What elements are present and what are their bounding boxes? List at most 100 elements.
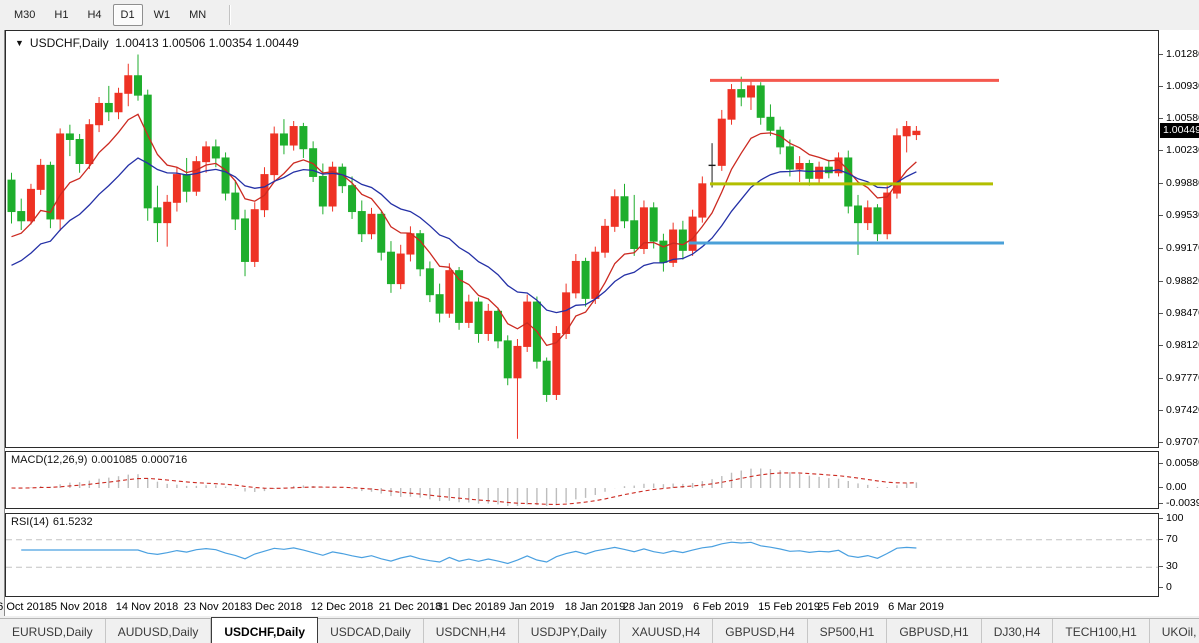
price-axis-label: 1.00930 — [1166, 80, 1199, 92]
macd-axis-label: -0.003945 — [1166, 497, 1199, 509]
macd-canvas[interactable] — [6, 452, 1158, 508]
macd-signal-value: 0.000716 — [141, 454, 188, 466]
chart-title-symbol: USDCHF,Daily — [29, 36, 109, 50]
chart-window: ▼ USDCHF,Daily 1.00413 1.00506 1.00354 1.… — [0, 30, 1199, 616]
date-axis-label: 21 Dec 2018 — [378, 601, 442, 613]
axis-tick — [1159, 345, 1163, 346]
axis-tick — [1159, 54, 1163, 55]
date-axis-label: 25 Feb 2019 — [817, 601, 879, 613]
date-axis-label: 12 Dec 2018 — [310, 601, 374, 613]
tab-usdcad-daily[interactable]: USDCAD,Daily — [318, 619, 424, 643]
date-axis-label: 6 Feb 2019 — [693, 601, 749, 613]
tab-usdcnh-h4[interactable]: USDCNH,H4 — [424, 619, 519, 643]
axis-tick — [1159, 487, 1163, 488]
timeframe-button-w1[interactable]: W1 — [153, 8, 171, 21]
tab-dj30-h4[interactable]: DJ30,H4 — [982, 619, 1054, 643]
rsi-canvas[interactable] — [6, 514, 1158, 596]
macd-label: MACD(12,26,9) 0.001085 0.000716 — [11, 454, 191, 466]
date-axis-label: 31 Dec 2018 — [436, 601, 500, 613]
timeframe-button-m30[interactable]: M30 — [14, 8, 36, 21]
tab-ukoil[interactable]: UKOil, — [1150, 619, 1199, 643]
main-chart-canvas[interactable] — [6, 31, 1158, 447]
macd-main-value: 0.001085 — [91, 454, 138, 466]
macd-axis-label: 0.005802 — [1166, 457, 1199, 469]
rsi-axis-label: 100 — [1166, 512, 1184, 524]
macd-axis-label: 0.00 — [1166, 481, 1187, 493]
panel-divider[interactable] — [5, 509, 1159, 512]
date-axis-label: 18 Jan 2019 — [564, 601, 626, 613]
axis-tick — [1159, 248, 1163, 249]
rsi-name: RSI(14) — [11, 516, 49, 528]
tab-sp500-h1[interactable]: SP500,H1 — [808, 619, 888, 643]
macd-name: MACD(12,26,9) — [11, 454, 88, 466]
axis-tick — [1159, 183, 1163, 184]
dropdown-triangle-icon[interactable]: ▼ — [15, 38, 24, 48]
axis-tick — [1159, 150, 1163, 151]
rsi-panel[interactable]: RSI(14) 61.5232 — [5, 513, 1159, 597]
timeframe-button-h1[interactable]: H1 — [54, 8, 69, 21]
axis-tick — [1159, 215, 1163, 216]
axis-tick — [1159, 442, 1163, 443]
chart-title: ▼ USDCHF,Daily 1.00413 1.00506 1.00354 1.… — [15, 36, 299, 50]
timeframe-button-h4[interactable]: H4 — [87, 8, 102, 21]
tab-audusd-daily[interactable]: AUDUSD,Daily — [106, 619, 212, 643]
axis-tick — [1159, 410, 1163, 411]
current-price-box: 1.00449 — [1160, 123, 1199, 138]
main-chart-panel[interactable]: ▼ USDCHF,Daily 1.00413 1.00506 1.00354 1.… — [5, 30, 1159, 448]
rsi-axis-label: 0 — [1166, 581, 1172, 593]
axis-tick — [1159, 118, 1163, 119]
tab-gbpusd-h4[interactable]: GBPUSD,H4 — [713, 619, 808, 643]
panel-divider[interactable] — [5, 448, 1159, 451]
axis-tick — [1159, 587, 1163, 588]
date-axis-label: 26 Oct 2018 — [0, 601, 51, 613]
tab-xauusd-h4[interactable]: XAUUSD,H4 — [620, 619, 714, 643]
axis-tick — [1159, 281, 1163, 282]
axis-tick — [1159, 463, 1163, 464]
macd-panel[interactable]: MACD(12,26,9) 0.001085 0.000716 — [5, 451, 1159, 509]
symbol-tabbar: EURUSD,Daily AUDUSD,Daily USDCHF,Daily USDC… — [0, 617, 1199, 643]
axis-tick — [1159, 86, 1163, 87]
axis-tick — [1159, 518, 1163, 519]
rsi-axis-label: 30 — [1166, 560, 1178, 572]
date-axis-label: 3 Dec 2018 — [245, 601, 303, 613]
timeframe-button-mn[interactable]: MN — [189, 8, 207, 21]
timeframe-button-d1[interactable]: D1 — [112, 3, 143, 26]
date-axis-label: 9 Jan 2019 — [499, 601, 555, 613]
tab-eurusd-daily[interactable]: EURUSD,Daily — [0, 619, 106, 643]
axis-tick — [1159, 313, 1163, 314]
tab-tech100-h1[interactable]: TECH100,H1 — [1053, 619, 1150, 643]
date-axis-label: 28 Jan 2019 — [622, 601, 684, 613]
date-axis-label: 14 Nov 2018 — [115, 601, 179, 613]
axis-tick — [1159, 539, 1163, 540]
tab-gbpusd-h1[interactable]: GBPUSD,H1 — [887, 619, 982, 643]
toolbar-separator — [229, 4, 232, 25]
axis-tick — [1159, 566, 1163, 567]
rsi-axis-label: 70 — [1166, 533, 1178, 545]
axis-tick — [1159, 503, 1163, 504]
rsi-value: 61.5232 — [52, 516, 93, 528]
timeframe-toolbar: M30 H1 H4 D1 W1 MN — [0, 0, 1199, 29]
axis-tick — [1159, 378, 1163, 379]
date-axis-label: 5 Nov 2018 — [50, 601, 108, 613]
tab-usdchf-daily[interactable]: USDCHF,Daily — [211, 617, 319, 643]
tab-usdjpy-daily[interactable]: USDJPY,Daily — [519, 619, 620, 643]
chart-title-ohlc: 1.00413 1.00506 1.00354 1.00449 — [115, 36, 299, 50]
date-axis-label: 15 Feb 2019 — [758, 601, 820, 613]
date-axis-label: 6 Mar 2019 — [888, 601, 944, 613]
date-axis-label: 23 Nov 2018 — [183, 601, 247, 613]
price-axis-label: 1.01280 — [1166, 48, 1199, 60]
